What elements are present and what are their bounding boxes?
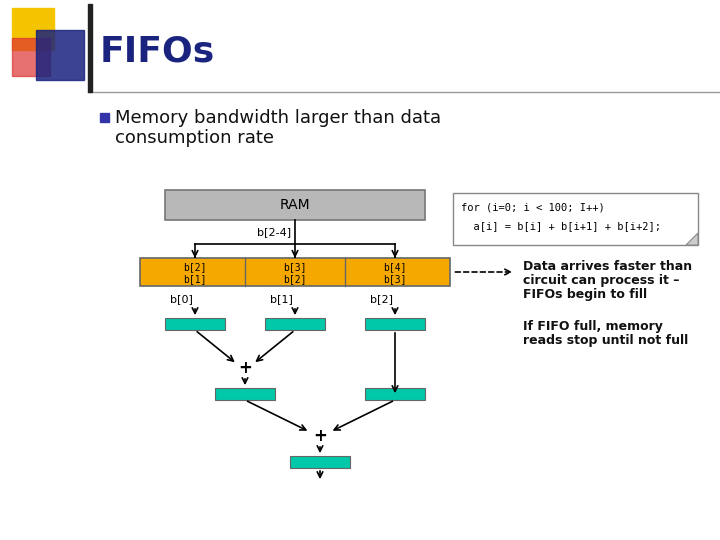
Bar — [365, 318, 425, 330]
Text: b[1]: b[1] — [270, 294, 293, 304]
Text: Data arrives faster than: Data arrives faster than — [523, 260, 692, 273]
Bar — [88, 4, 92, 92]
Text: b[2]: b[2] — [184, 262, 207, 272]
Bar — [12, 8, 54, 50]
Bar — [265, 318, 325, 330]
Text: circuit can process it –: circuit can process it – — [523, 274, 680, 287]
Text: b[2-4]: b[2-4] — [257, 227, 291, 237]
Text: RAM: RAM — [279, 198, 310, 212]
Text: a[i] = b[i] + b[i+1] + b[i+2];: a[i] = b[i] + b[i+1] + b[i+2]; — [461, 221, 661, 231]
Polygon shape — [686, 233, 698, 245]
Bar — [36, 30, 84, 80]
Bar — [215, 388, 275, 400]
Text: b[4]: b[4] — [383, 262, 407, 272]
Text: consumption rate: consumption rate — [115, 129, 274, 147]
Text: reads stop until not full: reads stop until not full — [523, 334, 688, 347]
Text: b[1]: b[1] — [184, 274, 207, 284]
Text: +: + — [313, 427, 327, 445]
Bar — [140, 258, 450, 286]
Bar — [290, 456, 350, 468]
Text: +: + — [238, 359, 252, 377]
Text: FIFOs: FIFOs — [100, 35, 215, 69]
Bar — [12, 38, 50, 76]
Text: FIFOs begin to fill: FIFOs begin to fill — [523, 288, 647, 301]
Text: Memory bandwidth larger than data: Memory bandwidth larger than data — [115, 109, 441, 127]
Text: b[2]: b[2] — [283, 274, 307, 284]
Bar — [453, 193, 698, 245]
Bar — [165, 190, 425, 220]
Bar — [100, 113, 109, 122]
Text: b[2]: b[2] — [370, 294, 393, 304]
Text: b[0]: b[0] — [170, 294, 193, 304]
Text: b[3]: b[3] — [383, 274, 407, 284]
Text: If FIFO full, memory: If FIFO full, memory — [523, 320, 663, 333]
Text: b[3]: b[3] — [283, 262, 307, 272]
Bar — [365, 388, 425, 400]
Text: for (i=0; i < 100; I++): for (i=0; i < 100; I++) — [461, 203, 605, 213]
Bar — [165, 318, 225, 330]
